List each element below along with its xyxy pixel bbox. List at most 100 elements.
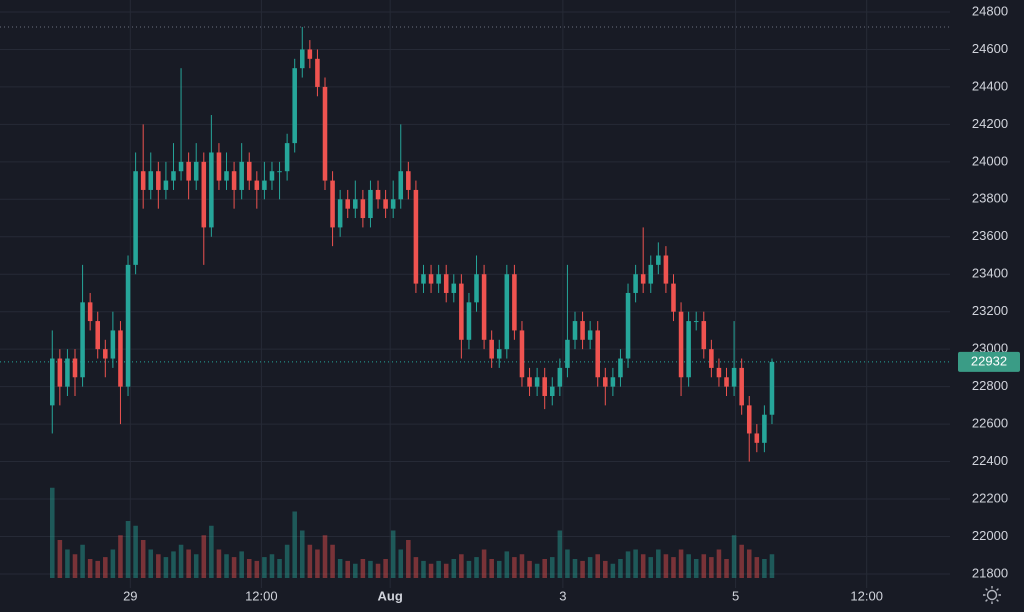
candle-body <box>398 171 404 200</box>
volume-bar <box>678 549 684 578</box>
volume-bar <box>140 540 146 578</box>
candle-body <box>769 361 775 415</box>
candle-body <box>110 330 116 359</box>
candle-body <box>754 433 760 443</box>
volume-bar <box>95 560 100 578</box>
candle-body <box>216 152 222 181</box>
volume-bar <box>307 544 313 578</box>
volume-bar <box>587 557 593 578</box>
candle-body <box>156 171 161 190</box>
y-tick-label: 22400 <box>972 453 1008 468</box>
volume-bar <box>762 559 767 578</box>
y-tick-label: 23000 <box>972 341 1008 356</box>
candle-body <box>701 321 707 350</box>
volume-bar <box>353 563 358 578</box>
candle-body <box>178 161 184 172</box>
volume-bar <box>360 559 366 578</box>
candle-body <box>610 377 616 387</box>
volume-bar <box>390 530 396 578</box>
volume-bar <box>603 560 608 578</box>
volume-bar <box>337 559 343 578</box>
candle-body <box>762 414 767 443</box>
candle-body <box>95 321 100 350</box>
volume-bar <box>550 557 555 578</box>
candle-body <box>587 330 593 340</box>
candle-body <box>330 180 335 228</box>
candle-body <box>459 283 464 340</box>
candle-body <box>474 274 479 303</box>
candle-body <box>534 377 540 387</box>
candle-body <box>300 49 305 69</box>
y-tick-label: 24600 <box>972 41 1008 56</box>
candle-body <box>519 330 525 378</box>
candle-body <box>633 274 638 293</box>
candle-body <box>580 321 585 340</box>
volume-bar <box>156 554 161 578</box>
last-price-label: 22932 <box>971 353 1007 368</box>
volume-bar <box>246 559 252 578</box>
volume-bar <box>277 559 282 578</box>
candle-body <box>337 199 343 228</box>
volume-bar <box>231 557 237 578</box>
candle-body <box>443 274 449 293</box>
candle-body <box>663 255 669 284</box>
volume-bar <box>701 554 707 578</box>
volume-bar <box>406 540 411 578</box>
y-tick-label: 22200 <box>972 490 1008 505</box>
candle-body <box>186 161 191 181</box>
volume-bar <box>322 535 328 578</box>
volume-bar <box>125 521 131 578</box>
candle-body <box>284 143 290 172</box>
volume-bar <box>618 559 623 578</box>
candle-body <box>118 330 123 387</box>
volume-bar <box>443 563 449 578</box>
candle-body <box>140 171 146 190</box>
settings-icon[interactable] <box>983 586 1001 604</box>
candles <box>50 26 775 462</box>
candle-body <box>80 302 85 378</box>
candle-body <box>746 405 752 434</box>
volume-bar <box>239 551 244 578</box>
candle-body <box>375 189 381 200</box>
x-tick-label: 3 <box>559 588 566 603</box>
volume-bar <box>72 554 78 578</box>
candle-body <box>315 58 320 87</box>
volume-bar <box>103 557 108 578</box>
volume-bar <box>474 557 479 578</box>
candle-body <box>527 377 532 387</box>
volume-bar <box>171 551 176 578</box>
volume-bar <box>224 554 229 578</box>
volume-bar <box>186 549 191 578</box>
volume-bar <box>345 560 350 578</box>
candle-body <box>618 358 623 378</box>
volume-bar <box>413 557 419 578</box>
volume-bar <box>595 554 600 578</box>
volume-bar <box>633 549 638 578</box>
candle-body <box>648 264 654 284</box>
x-tick-label: Aug <box>378 588 403 603</box>
candle-body <box>277 171 282 173</box>
candle-body <box>345 199 350 209</box>
y-tick-label: 24800 <box>972 3 1008 18</box>
y-tick-label: 23800 <box>972 191 1008 206</box>
volume-bar <box>315 549 320 578</box>
candle-body <box>542 377 547 396</box>
x-tick-label: 29 <box>123 588 137 603</box>
candle-body <box>292 68 297 144</box>
volume-bar <box>209 525 214 578</box>
candle-body <box>103 349 108 359</box>
volume-bar <box>330 544 335 578</box>
volume-bar <box>739 544 744 578</box>
candle-body <box>307 49 313 59</box>
candle-body <box>50 358 55 406</box>
candle-body <box>625 292 631 359</box>
volume-bar <box>625 551 631 578</box>
candle-body <box>512 274 517 331</box>
y-tick-label: 23400 <box>972 266 1008 281</box>
candle-body <box>148 171 154 190</box>
candle-body <box>739 367 744 406</box>
volume-bar <box>398 549 404 578</box>
volume-bar <box>663 554 669 578</box>
volume-bar <box>648 557 654 578</box>
